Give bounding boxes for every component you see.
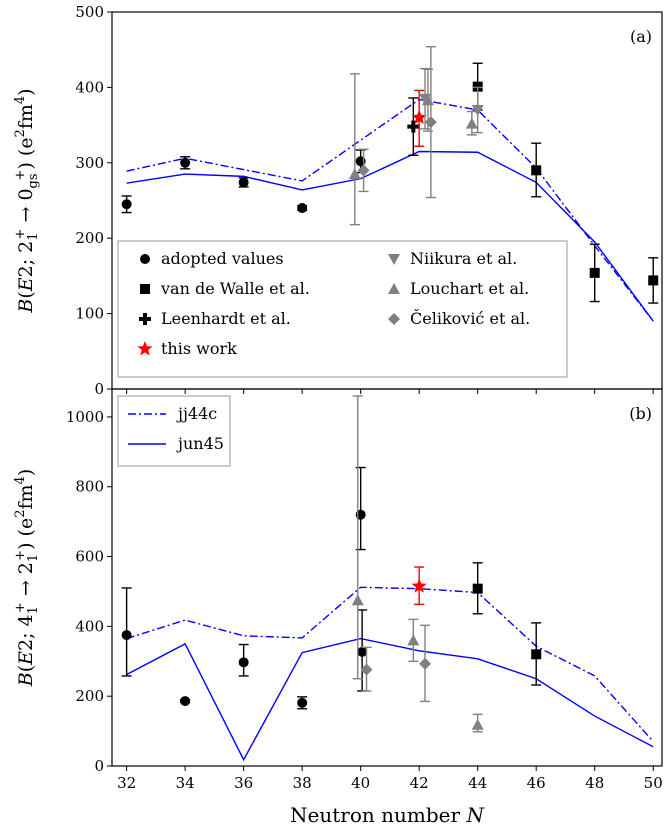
series-adopted-values — [121, 466, 368, 710]
data-point — [238, 177, 249, 188]
legend-marker-niikura-et-al — [388, 254, 400, 265]
panel-b: 0 200 400 600 800 1000 32 34 36 38 40 42 44 46 48 50 (b)… — [13, 388, 663, 827]
data-point — [407, 634, 420, 646]
legend-label-jj44c: jj44c — [176, 404, 217, 423]
data-point — [297, 697, 308, 708]
series-line-jun45 — [126, 150, 654, 322]
x-tick-label: 40 — [351, 774, 370, 792]
series-louchart-et-al — [351, 395, 484, 733]
data-point — [411, 578, 427, 593]
x-tick-label: 36 — [234, 774, 253, 792]
x-tick-label: 48 — [585, 774, 604, 792]
series-line-jj44c — [126, 586, 654, 743]
y-tick-label: 300 — [75, 154, 104, 172]
y-tick-label: 800 — [75, 478, 104, 496]
data-point — [465, 117, 478, 129]
y-tick-label: 100 — [75, 305, 104, 323]
y-tick-label: 400 — [75, 617, 104, 635]
legend-marker-louchart-et-al — [388, 283, 400, 294]
y-tick-label: 500 — [75, 3, 104, 21]
y-tick-label: 200 — [75, 229, 104, 247]
legend: adopted values van de Walle et al. Leenhar… — [117, 240, 568, 378]
data-point — [180, 157, 191, 168]
data-point — [471, 105, 484, 117]
data-point — [419, 657, 432, 670]
data-point — [180, 696, 191, 707]
legend-marker-adopted-values — [140, 254, 150, 264]
y-tick-label: 200 — [75, 687, 104, 705]
y-tick-label: 0 — [94, 757, 104, 775]
data-point — [407, 120, 420, 133]
data-point — [411, 109, 427, 125]
y-tick-label: 0 — [94, 380, 104, 398]
x-axis-label: Neutron number N — [290, 803, 485, 827]
x-tick-label: 34 — [176, 774, 195, 792]
legend-label-celikovic-et-al: Čeliković et al. — [410, 308, 530, 328]
data-point — [648, 275, 659, 286]
legend-label-jun45: jun45 — [176, 434, 224, 453]
data-point — [297, 203, 308, 214]
y-axis-label: B(E2; 21+ → 0gs+) (e2fm4) — [13, 88, 41, 313]
x-tick-label: 42 — [410, 774, 429, 792]
series-celikovic-et-al — [357, 45, 437, 199]
panel-a: 0 100 200 300 400 500 (a) B(E2; 21+ → 0gs+) (e2… — [13, 3, 663, 398]
panel-label: (b) — [629, 404, 652, 423]
data-point — [471, 718, 484, 730]
series-line-jun45 — [126, 637, 654, 762]
legend-label-niikura-et-al: Niikura et al. — [410, 249, 517, 268]
y-tick-label: 600 — [75, 548, 104, 566]
series-this-work — [411, 89, 427, 147]
data-point — [531, 165, 542, 176]
series-adopted-values — [121, 149, 366, 214]
legend-box — [117, 395, 231, 467]
panel-label: (a) — [630, 27, 652, 46]
series-this-work — [411, 566, 427, 606]
legend-label-leenhardt-et-al: Leenhardt et al. — [161, 309, 291, 328]
data-point — [357, 164, 370, 177]
x-tick-label: 44 — [468, 774, 487, 792]
series-van-de-walle-et-al — [472, 62, 659, 304]
legend-marker-van-de-walle-et-al — [140, 284, 150, 294]
x-tick-label: 50 — [644, 774, 663, 792]
data-point — [472, 583, 483, 594]
data-point — [351, 594, 364, 606]
x-tick-label: 32 — [117, 774, 136, 792]
legend-label-adopted-values: adopted values — [161, 249, 284, 268]
x-tick-label: 46 — [527, 774, 546, 792]
legend-box — [117, 240, 568, 378]
plot-frame — [111, 388, 663, 767]
data-point — [531, 649, 542, 660]
series-line-jj44c — [126, 98, 654, 322]
data-point — [238, 657, 249, 668]
data-point — [589, 267, 600, 278]
legend-label-van-de-walle-et-al: van de Walle et al. — [160, 279, 310, 298]
x-tick-label: 38 — [293, 774, 312, 792]
series-celikovic-et-al — [360, 624, 432, 703]
series-van-de-walle-et-al — [472, 562, 542, 686]
data-point — [472, 81, 483, 92]
y-tick-label: 1000 — [66, 408, 104, 426]
legend-label-louchart-et-al: Louchart et al. — [410, 279, 529, 298]
data-point — [121, 630, 132, 641]
data-point — [357, 646, 368, 657]
data-point — [348, 168, 361, 180]
data-point — [121, 199, 132, 210]
legend-marker-this-work — [137, 341, 153, 356]
legend-label-this-work: this work — [161, 339, 237, 358]
legend-marker-celikovic-et-al — [388, 313, 400, 325]
y-axis-label: B(E2; 41+ → 21+) (e2fm4) — [13, 469, 41, 688]
y-tick-label: 400 — [75, 78, 104, 96]
data-point — [360, 663, 373, 676]
legend: jj44c jun45 — [117, 395, 231, 467]
legend-marker-leenhardt-et-al — [139, 313, 151, 325]
series-leenhardt-et-al — [407, 97, 420, 156]
data-point — [424, 116, 437, 129]
